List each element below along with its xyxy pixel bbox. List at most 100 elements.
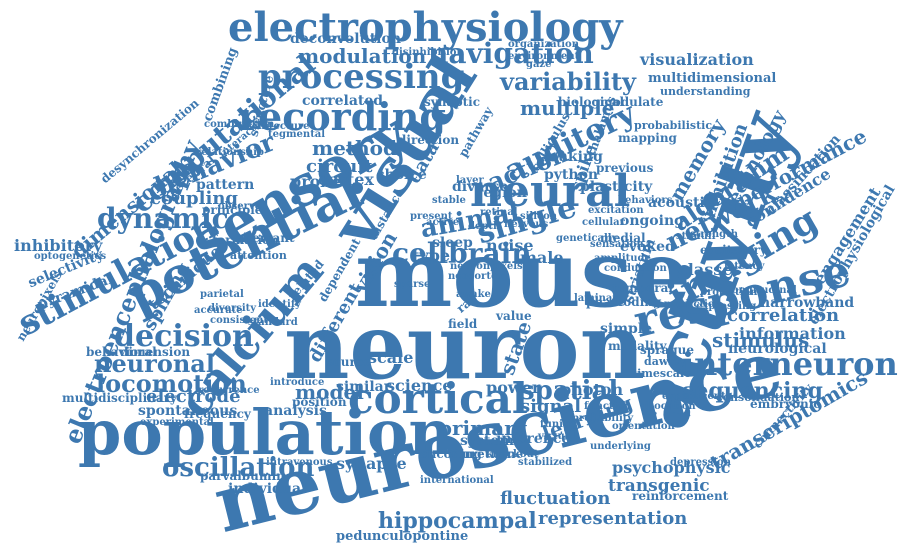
word-projection: projection [700, 287, 758, 298]
word-encoding: encoding [420, 447, 482, 461]
word-cortical: cortical [348, 374, 528, 423]
word-frequency: frequency [184, 407, 251, 421]
word-accurate: accurate [194, 305, 243, 316]
word-identify: identify [258, 299, 301, 310]
word-conduction: conduction [604, 263, 667, 274]
word-population: population [78, 396, 454, 469]
word-electrophysiology: electrophysiology [228, 4, 623, 51]
word-dimension: dimension [120, 345, 191, 359]
word-direction: direction [398, 133, 460, 147]
word-psychophysic: psychophysic [612, 458, 731, 477]
word-awake: awake [456, 289, 491, 300]
word-attention: attention [230, 249, 287, 262]
word-present: present [410, 211, 453, 222]
word-gaze: gaze [526, 59, 552, 70]
word-correlation: correlation [727, 305, 840, 326]
word-orientation: orientation [612, 421, 675, 432]
word-evoked: evoked [620, 239, 675, 255]
word-male: male [520, 248, 564, 267]
word-modality: modality [608, 339, 667, 353]
word-tuning: tuning [540, 419, 578, 430]
word-neocortex: neocortex [448, 271, 504, 282]
word-deconvolution: deconvolution [290, 31, 402, 47]
word-behaviors: behaviors [618, 195, 673, 206]
word-multiple: multiple [520, 96, 615, 120]
word-aberrant: aberrant [236, 231, 295, 245]
word-mouse: mouse [355, 220, 691, 328]
word-multidisciplinary: multidisciplinary [62, 391, 177, 405]
word-pedunculopontine: pedunculopontine [336, 529, 469, 544]
word-processing: processing [258, 57, 465, 97]
word-depression: depression [670, 457, 731, 468]
word-simple: simple [600, 321, 653, 337]
word-region: region [476, 185, 527, 201]
word-longitudinal: longitudinal [728, 285, 797, 296]
word-expressing: expressing [696, 301, 757, 312]
word-interneuron: interneuron [682, 345, 898, 383]
word-latency: latency [724, 261, 765, 272]
word-consolidation: consolidation [716, 391, 800, 404]
word-knockout: knockout [486, 449, 539, 460]
word-transgenic: transgenic [608, 476, 710, 496]
word-excitatory: excitatory [700, 243, 767, 257]
word-photon: photon [560, 380, 624, 399]
word-power: power [486, 378, 541, 397]
word-synapse: synapse [336, 454, 407, 473]
word-cortex: cortex [318, 170, 374, 189]
word-modulation: modulation [298, 44, 427, 68]
word-ongoing: ongoing [620, 213, 684, 229]
word-international: international [420, 475, 494, 486]
word-sensation: sensation [590, 239, 644, 250]
word-medial: medial [600, 231, 646, 245]
word-locomotion: locomotion [96, 369, 247, 398]
word-phase: phase [586, 295, 626, 309]
word-pattern: pattern [196, 177, 255, 193]
word-correlated: correlated [302, 93, 384, 109]
word-inference: inference [496, 431, 571, 447]
word-fluctuation: fluctuation [500, 488, 611, 509]
word-virtual: virtual [538, 431, 576, 442]
word-parietal: parietal [200, 289, 244, 300]
word-silicon: silicon [520, 211, 558, 222]
word-coupling: coupling [150, 188, 238, 209]
word-individual: individual [228, 481, 307, 497]
word-stimulus: stimulus [712, 328, 810, 352]
word-standard: standard [248, 317, 298, 328]
word-decision: decision [114, 319, 254, 354]
word-nervous: nervous [504, 219, 549, 230]
word-retinal: retinal [480, 207, 518, 218]
word-similar: similar [336, 379, 392, 395]
word-neurological: neurological [728, 341, 827, 357]
word-understanding: understanding [660, 85, 751, 98]
word-reinforcement: reinforcement [632, 489, 729, 503]
word-excitation: excitation [588, 205, 644, 216]
word-allocation: allocation [640, 401, 696, 412]
word-neuronpixels: neuronpixels [450, 261, 523, 272]
word-probe: probe [290, 172, 342, 191]
word-neuronal: neuronal [94, 349, 215, 378]
word-neuron: neuron [284, 294, 646, 400]
word-primary: primary [438, 416, 527, 440]
word-visualization: visualization [640, 50, 754, 69]
word-urethane: urethane [462, 447, 524, 461]
word-neural: neural [470, 166, 631, 217]
word-signal: signal [520, 396, 582, 417]
word-analysis: analysis [264, 403, 327, 419]
word-cellbrain: cellbrain [392, 237, 532, 270]
word-spatial: spatial [520, 376, 619, 406]
word-probabilistic: probabilistic [634, 119, 713, 132]
word-consistent: consistent [210, 315, 268, 326]
word-function: function [584, 401, 632, 412]
word-electrode: electrode [146, 386, 241, 407]
word-stabilized: stabilized [518, 457, 573, 468]
word-diverse: diverse [452, 179, 509, 195]
word-temporal: temporal [612, 281, 673, 295]
word-narrowband: narrowband [760, 295, 855, 311]
word-organization: organization [508, 39, 579, 50]
word-depth: depth [468, 221, 501, 232]
word-value: value [496, 309, 532, 323]
word-amplitude: amplitude [594, 253, 651, 264]
word-architecture: architecture [240, 121, 310, 132]
word-tegmental: tegmental [268, 129, 326, 140]
word-dynamic: dynamic [97, 202, 229, 235]
